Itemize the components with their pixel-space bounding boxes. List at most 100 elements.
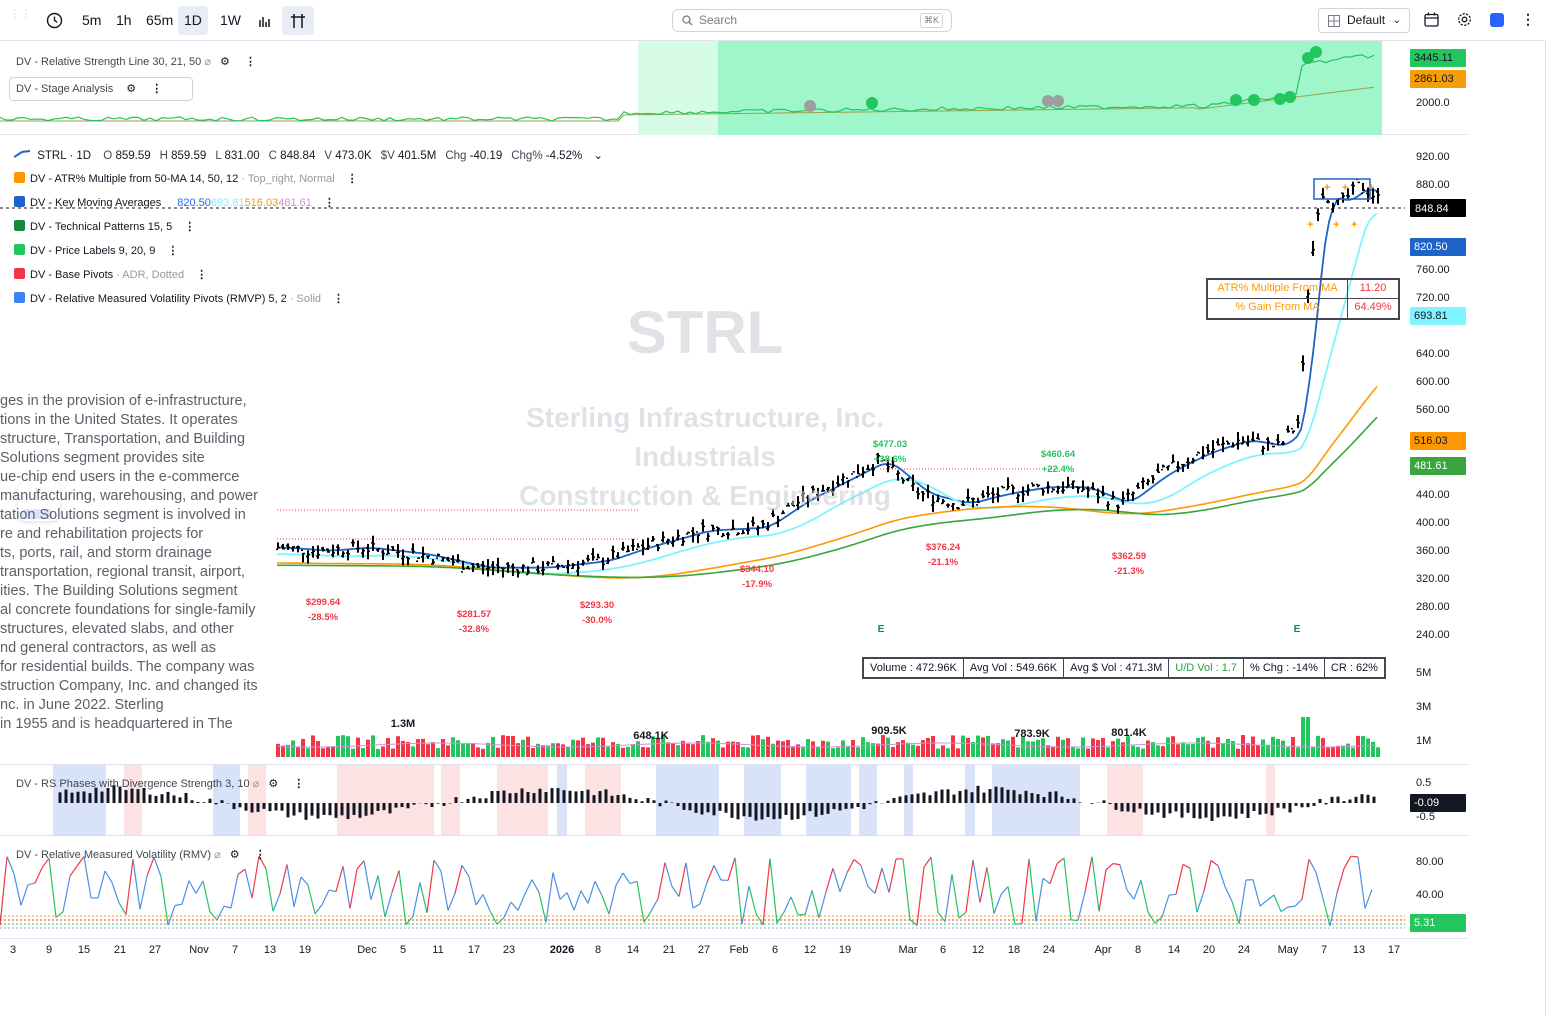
time-axis-label: Dec [357,944,377,956]
stage-analysis-legend[interactable]: DV - Stage Analysis ⚙ ⋮ [9,77,193,101]
price-bar [766,522,770,531]
ma-50-line [277,385,1378,579]
toolbar-active-tool[interactable] [22,509,52,519]
rs-line-more-icon[interactable]: ⋮ [244,56,256,68]
legend-collapse-chevron-icon[interactable]: ⌄ [593,150,604,162]
description-line: structure, Transportation, and Building [0,431,246,447]
phase-bar [952,794,956,803]
phase-bar [742,803,746,817]
drag-dots-icon[interactable]: ⁞⁞ [35,487,40,496]
indicator-more-icon[interactable]: ⋮ [333,293,345,305]
indicator-more-icon[interactable]: ⋮ [184,221,196,233]
interval-5m[interactable]: 5m [82,12,102,28]
bar-chart-type-icon[interactable] [252,6,276,35]
rmv-pane[interactable]: DV - Relative Measured Volatility (RMV) … [0,836,1468,938]
price-bar [771,508,775,518]
volume-bar [1366,738,1370,757]
interval-1h[interactable]: 1h [116,12,132,28]
price-axis-label: 360.00 [1416,545,1450,557]
rs-phases-more-icon[interactable]: ⋮ [293,778,305,790]
indicator-legend-4[interactable]: DV - Base Pivots · ADR, Dotted ⋮ [14,268,207,281]
rmv-segment [1112,862,1121,866]
indicator-more-icon[interactable]: ⋮ [346,173,358,185]
volume-bar [526,736,530,757]
rmv-segment [48,858,57,918]
volume-bar [541,745,545,757]
interval-1W[interactable]: 1W [220,12,241,28]
stage-settings-icon[interactable]: ⚙ [126,83,137,95]
price-bar [476,562,480,569]
price-bar [1201,446,1205,460]
indicator-legend-1[interactable]: DV - Key Moving Averages 820.50693.81516.… [14,196,335,209]
rmv-more-icon[interactable]: ⋮ [254,849,266,861]
color-theme-swatch[interactable] [1490,13,1504,27]
price-axis-label: 280.00 [1416,601,1450,613]
time-axis-label: 21 [662,944,676,956]
price-bar [601,557,605,570]
time-axis-label: 8 [1134,944,1142,956]
rmv-segment [1049,863,1058,884]
phase-bar [130,788,134,803]
price-bar [521,564,525,573]
calendar-icon[interactable] [1424,12,1439,32]
more-menu-icon[interactable]: ⋮ [1521,11,1535,27]
clock-icon[interactable] [40,6,68,35]
interval-65m[interactable]: 65m [146,12,174,28]
time-axis-label: 20 [1202,944,1216,956]
indicator-more-icon[interactable]: ⋮ [196,269,208,281]
rmv-segment [713,865,722,881]
rs-line-pane[interactable]: DV - Relative Strength Line 30, 21, 50 ⌀… [0,41,1468,135]
time-axis-label: 14 [626,944,640,956]
volume-bar [1176,744,1180,757]
phase-bar [958,791,962,803]
phase-bar [454,797,458,803]
indicator-legend-3[interactable]: DV - Price Labels 9, 20, 9 ⋮ [14,244,178,257]
crosshair-compare-icon[interactable] [282,6,314,35]
indicator-more-icon[interactable]: ⋮ [167,245,179,257]
interval-1D[interactable]: 1D [178,6,208,35]
volume-bar [1021,736,1025,757]
floating-toolbar-card[interactable]: ⁞⁞ [18,481,60,521]
volume-bar [1261,739,1265,757]
rs-line-settings-icon[interactable]: ⚙ [220,56,230,68]
price-pane[interactable]: + + + + + + STRL Sterling Infrastructure, Inc… [0,136,1468,651]
phase-bar [244,803,248,811]
price-tag-4: 481.61 [1410,457,1466,475]
time-axis-label: 24 [1237,944,1251,956]
volume-bar [916,745,920,757]
rs-phases-pane[interactable]: DV - RS Phases with Divergence Strength … [0,765,1468,836]
rmv-segment [615,872,624,886]
volume-bar [1066,738,1070,757]
indicator-legend-0[interactable]: DV - ATR% Multiple from 50-MA 14, 50, 12… [14,172,358,185]
price-bar [281,543,285,550]
symbol-name[interactable]: STRL · 1D [37,150,92,162]
indicator-legend-2[interactable]: DV - Technical Patterns 15, 5 ⋮ [14,220,195,233]
phase-bar [262,803,266,809]
time-axis-label: 27 [148,944,162,956]
rmv-settings-icon[interactable]: ⚙ [229,849,240,861]
volume-bar [1126,736,1130,757]
settings-gear-icon[interactable] [1457,12,1472,32]
price-bar [276,542,280,551]
price-bar [581,559,585,566]
drag-handle-icon[interactable]: ⋮⋮ [10,9,32,20]
volume-bar [971,742,975,757]
time-axis[interactable]: 3 9 15 21 27 Nov 7 13 19 Dec 5 11 17 23 2026 8 14 21 27 Feb… [0,938,1468,964]
indicator-more-icon[interactable]: ⋮ [323,197,335,209]
description-line: ue-chip end users in the e-commerce [0,469,240,485]
rs-phases-settings-icon[interactable]: ⚙ [268,778,279,790]
price-bar [1091,482,1095,490]
phase-bar [874,801,878,803]
price-bar [681,536,685,546]
phase-bar [1006,789,1010,803]
search-input[interactable]: Search ⌘K [672,9,952,32]
layout-select[interactable]: Default ⌄ [1318,8,1410,33]
volume-bar [826,741,830,757]
volume-bar [641,747,645,757]
volume-pane[interactable]: 5M 3M 1M 1.3M 648.1K 909.5K 783.9K 801.4K [0,651,1468,765]
stage-more-icon[interactable]: ⋮ [151,83,163,95]
phase-bar [580,790,584,803]
indicator-legend-5[interactable]: DV - Relative Measured Volatility Pivots… [14,292,344,305]
rmv-segment [1287,905,1296,908]
